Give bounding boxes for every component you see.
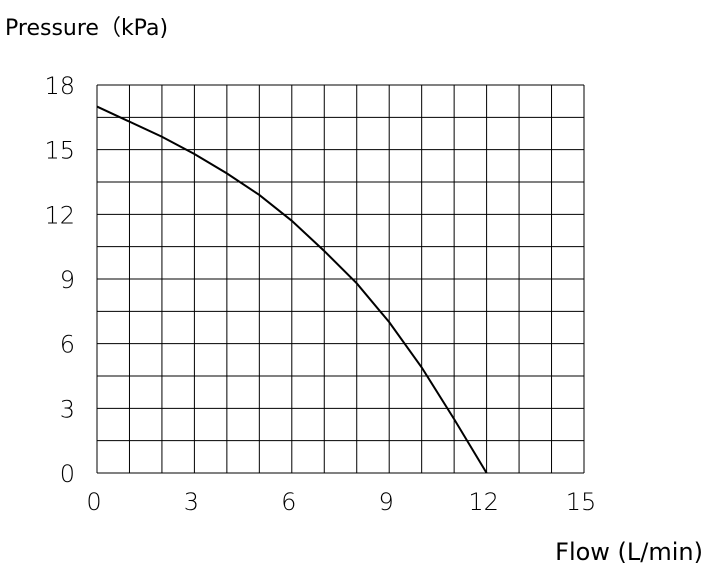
x-tick-label: 0 (86, 488, 101, 516)
y-tick-label: 6 (60, 331, 75, 359)
y-tick-label: 3 (60, 395, 75, 423)
x-axis-label: Flow (L/min) (555, 538, 703, 566)
y-tick-label: 9 (60, 266, 75, 294)
y-tick-label: 18 (44, 72, 75, 100)
x-tick-label: 15 (566, 488, 597, 516)
x-tick-label: 3 (184, 488, 199, 516)
y-tick-label: 12 (44, 201, 75, 229)
x-tick-label: 6 (281, 488, 296, 516)
y-tick-label: 0 (60, 460, 75, 488)
line (96, 105, 488, 474)
x-tick-label: 9 (379, 488, 394, 516)
y-tick-label: 15 (44, 137, 75, 165)
chart-title: Pressure（kPa) (5, 16, 168, 41)
x-tick-label: 12 (468, 488, 499, 516)
